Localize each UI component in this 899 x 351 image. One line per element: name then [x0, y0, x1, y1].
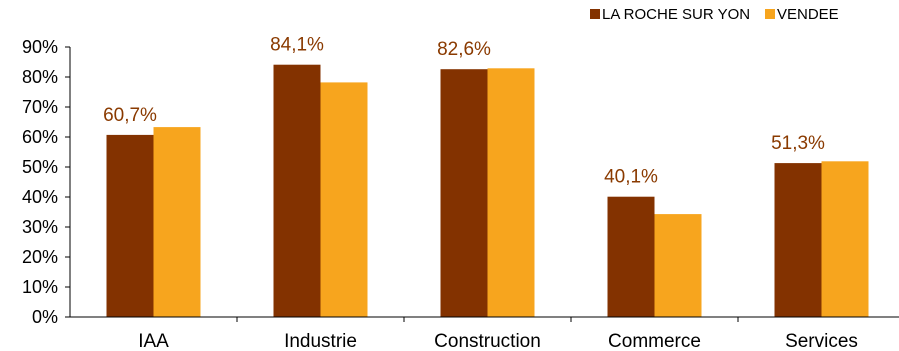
y-axis: 0% 10% 20% 30% 40% 50% 60% 70% 80% 90% — [22, 37, 71, 327]
y-tick-label: 80% — [22, 67, 58, 87]
bar-la-roche-sur-yon — [106, 134, 154, 317]
y-tick-label: 60% — [22, 127, 58, 147]
bar-vendee — [153, 127, 201, 317]
data-labels: 60,7% 84,1% 82,6% 40,1% 51,3% — [103, 35, 825, 188]
y-tick-label: 0% — [32, 307, 58, 327]
bar-vendee — [487, 68, 535, 317]
bar-la-roche-sur-yon — [440, 69, 488, 317]
bar-la-roche-sur-yon — [774, 163, 822, 317]
bar-vendee — [654, 214, 702, 317]
y-tick-label: 20% — [22, 247, 58, 267]
bars — [106, 64, 869, 318]
legend-label: LA ROCHE SUR YON — [602, 6, 750, 23]
x-tick-label: IAA — [138, 331, 169, 351]
data-label: 60,7% — [103, 105, 157, 126]
bar-la-roche-sur-yon — [273, 64, 321, 317]
data-label: 82,6% — [437, 39, 491, 60]
y-tick-label: 30% — [22, 217, 58, 237]
y-tick-label: 10% — [22, 277, 58, 297]
x-tick-label: Industrie — [284, 331, 357, 351]
y-tick-label: 40% — [22, 187, 58, 207]
y-tick-label: 90% — [22, 37, 58, 57]
x-tick-label: Construction — [434, 331, 541, 351]
y-tick-label: 70% — [22, 97, 58, 117]
legend: LA ROCHE SUR YON VENDEE — [590, 6, 839, 23]
bar-vendee — [821, 161, 869, 317]
legend-swatch — [765, 9, 775, 19]
legend-label: VENDEE — [777, 6, 839, 23]
data-label: 51,3% — [771, 133, 825, 154]
bar-vendee — [320, 82, 368, 318]
data-label: 40,1% — [604, 167, 658, 188]
x-axis: IAA Industrie Construction Commerce Services — [70, 316, 899, 351]
data-label: 84,1% — [270, 35, 324, 56]
y-tick-label: 50% — [22, 157, 58, 177]
bar-la-roche-sur-yon — [607, 196, 655, 317]
x-tick-label: Commerce — [608, 331, 701, 351]
x-tick-label: Services — [785, 331, 858, 351]
legend-swatch — [590, 9, 600, 19]
